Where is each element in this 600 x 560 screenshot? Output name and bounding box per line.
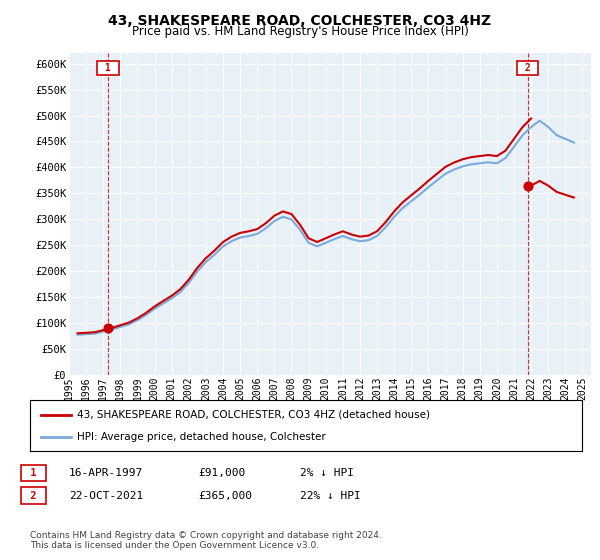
Text: 1: 1 — [23, 468, 43, 478]
Text: 2: 2 — [23, 491, 43, 501]
Text: HPI: Average price, detached house, Colchester: HPI: Average price, detached house, Colc… — [77, 432, 326, 442]
Point — [523, 181, 532, 190]
Text: 43, SHAKESPEARE ROAD, COLCHESTER, CO3 4HZ (detached house): 43, SHAKESPEARE ROAD, COLCHESTER, CO3 4H… — [77, 409, 430, 419]
Point — [103, 324, 113, 333]
Text: Price paid vs. HM Land Registry's House Price Index (HPI): Price paid vs. HM Land Registry's House … — [131, 25, 469, 38]
Text: £91,000: £91,000 — [198, 468, 245, 478]
Text: £365,000: £365,000 — [198, 491, 252, 501]
Text: 22-OCT-2021: 22-OCT-2021 — [69, 491, 143, 501]
Text: 22% ↓ HPI: 22% ↓ HPI — [300, 491, 361, 501]
Text: 16-APR-1997: 16-APR-1997 — [69, 468, 143, 478]
Text: 2% ↓ HPI: 2% ↓ HPI — [300, 468, 354, 478]
Text: Contains HM Land Registry data © Crown copyright and database right 2024.
This d: Contains HM Land Registry data © Crown c… — [30, 530, 382, 550]
Text: 43, SHAKESPEARE ROAD, COLCHESTER, CO3 4HZ: 43, SHAKESPEARE ROAD, COLCHESTER, CO3 4H… — [109, 14, 491, 28]
Text: 1: 1 — [100, 63, 117, 73]
Text: 2: 2 — [519, 63, 536, 73]
